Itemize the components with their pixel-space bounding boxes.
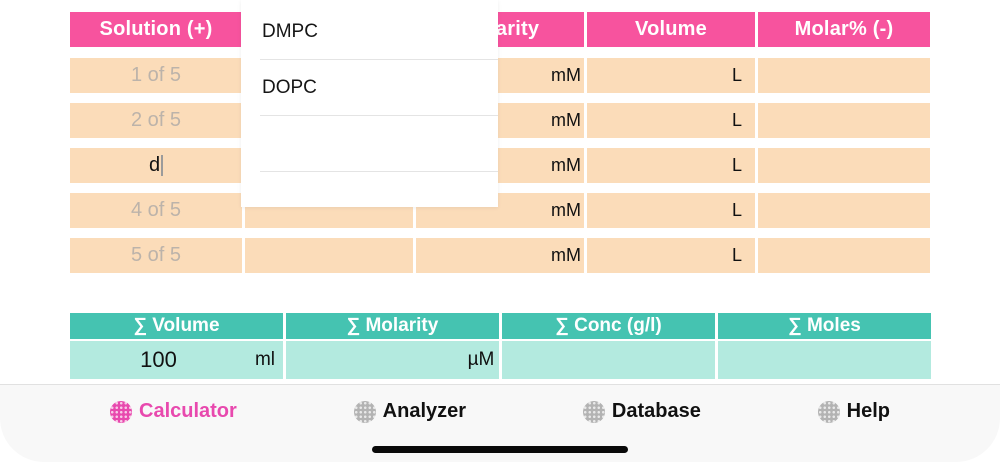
total-volume-value: 100 — [140, 347, 177, 372]
home-indicator[interactable] — [372, 446, 628, 453]
molar-percent-input[interactable] — [758, 58, 930, 93]
divider — [260, 171, 498, 172]
placeholder-text: 5 of 5 — [130, 244, 182, 266]
autocomplete-dropdown: DMPC DOPC — [241, 0, 498, 207]
header-cell-solution: Solution (+) — [70, 12, 242, 47]
solution-input[interactable]: 4 of 5 — [70, 193, 242, 228]
unit-label: mM — [551, 200, 581, 220]
molar-percent-input[interactable] — [758, 238, 930, 273]
header-cell-volume: Volume — [587, 12, 755, 47]
total-molarity-output: µM — [286, 341, 499, 379]
total-moles-output — [718, 341, 931, 379]
solution-input[interactable]: 5 of 5 — [70, 238, 242, 273]
header-label: ∑ Volume — [133, 315, 220, 336]
tab-label: Help — [846, 400, 890, 422]
solution-table: Solution (+) Molarity Volume Molar% (-) … — [70, 12, 930, 283]
typed-text: d — [148, 154, 161, 176]
dropdown-item-label: DMPC — [262, 20, 318, 42]
unit-label: mM — [551, 65, 581, 85]
solution-row: 5 of 5 mM L — [70, 238, 930, 273]
molar-percent-input[interactable] — [758, 103, 930, 138]
header-label: ∑ Moles — [788, 315, 861, 336]
unit-label: L — [731, 155, 742, 175]
header-label: Volume — [635, 18, 707, 40]
header-cell-molar-percent: Molar% (-) — [758, 12, 930, 47]
volume-input[interactable]: L — [587, 58, 755, 93]
solution-row: 1 of 5 mM L — [70, 58, 930, 93]
tab-label: Database — [611, 400, 701, 422]
header-label: Solution (+) — [99, 18, 213, 40]
solution-input[interactable]: 2 of 5 — [70, 103, 242, 138]
divider — [260, 59, 498, 60]
summary-value-row: 100 ml µM — [70, 339, 931, 379]
tab-label: Calculator — [139, 400, 237, 422]
total-volume-input[interactable]: 100 ml — [70, 341, 283, 379]
tab-database[interactable]: Database — [582, 400, 701, 423]
molarity-input[interactable]: mM — [416, 238, 584, 273]
header-cell-sum-conc: ∑ Conc (g/l) — [502, 313, 715, 339]
header-cell-sum-moles: ∑ Moles — [718, 313, 931, 339]
micelle-icon — [110, 400, 132, 423]
volume-input[interactable]: L — [587, 238, 755, 273]
unit-label: µM — [467, 349, 495, 370]
micelle-icon — [353, 400, 376, 423]
header-cell-sum-volume: ∑ Volume — [70, 313, 283, 339]
placeholder-text: 4 of 5 — [130, 199, 182, 221]
tab-label: Analyzer — [382, 400, 467, 422]
tab-help[interactable]: Help — [817, 400, 890, 423]
solution-input-active[interactable]: d — [70, 148, 242, 183]
unit-label: mM — [551, 110, 581, 130]
unit-label: mM — [551, 155, 581, 175]
unit-label: L — [731, 245, 742, 265]
unit-label: L — [731, 200, 742, 220]
tab-bar-items: Calculator Analyzer Database Help — [0, 385, 1000, 423]
unit-label: L — [731, 110, 742, 130]
unit-label: mM — [551, 245, 581, 265]
dropdown-item-dopc[interactable]: DOPC — [241, 60, 498, 115]
solution-input[interactable]: 1 of 5 — [70, 58, 242, 93]
volume-input[interactable]: L — [587, 148, 755, 183]
tab-bar: Calculator Analyzer Database Help — [0, 384, 1000, 462]
tab-analyzer[interactable]: Analyzer — [353, 400, 467, 423]
dropdown-item-label: DOPC — [262, 76, 317, 98]
unit-label: ml — [254, 349, 276, 370]
summary-table: ∑ Volume ∑ Molarity ∑ Conc (g/l) ∑ Moles… — [70, 313, 931, 379]
solution-row: 2 of 5 mM L — [70, 103, 930, 138]
solution-row: 4 of 5 mM L — [70, 193, 930, 228]
tab-calculator[interactable]: Calculator — [110, 400, 237, 423]
molar-percent-input[interactable] — [758, 193, 930, 228]
header-cell-sum-molarity: ∑ Molarity — [286, 313, 499, 339]
total-conc-output — [502, 341, 715, 379]
dropdown-item-empty[interactable] — [241, 116, 498, 171]
molar-percent-input[interactable] — [758, 148, 930, 183]
micelle-icon — [582, 400, 605, 423]
placeholder-text: 2 of 5 — [130, 109, 182, 131]
solution-row: d mM L — [70, 148, 930, 183]
dropdown-item-empty[interactable] — [241, 172, 498, 207]
header-label: ∑ Molarity — [346, 315, 439, 336]
divider — [260, 115, 498, 116]
solution-table-header-row: Solution (+) Molarity Volume Molar% (-) — [70, 12, 930, 47]
name-input[interactable] — [245, 238, 413, 273]
unit-label: L — [731, 65, 742, 85]
volume-input[interactable]: L — [587, 103, 755, 138]
placeholder-text: 1 of 5 — [130, 64, 182, 86]
header-label: Molar% (-) — [794, 18, 894, 40]
dropdown-item-dmpc[interactable]: DMPC — [241, 4, 498, 59]
header-label: ∑ Conc (g/l) — [555, 315, 662, 336]
micelle-icon — [817, 400, 840, 423]
volume-input[interactable]: L — [587, 193, 755, 228]
text-caret — [161, 155, 164, 176]
summary-header-row: ∑ Volume ∑ Molarity ∑ Conc (g/l) ∑ Moles — [70, 313, 931, 339]
